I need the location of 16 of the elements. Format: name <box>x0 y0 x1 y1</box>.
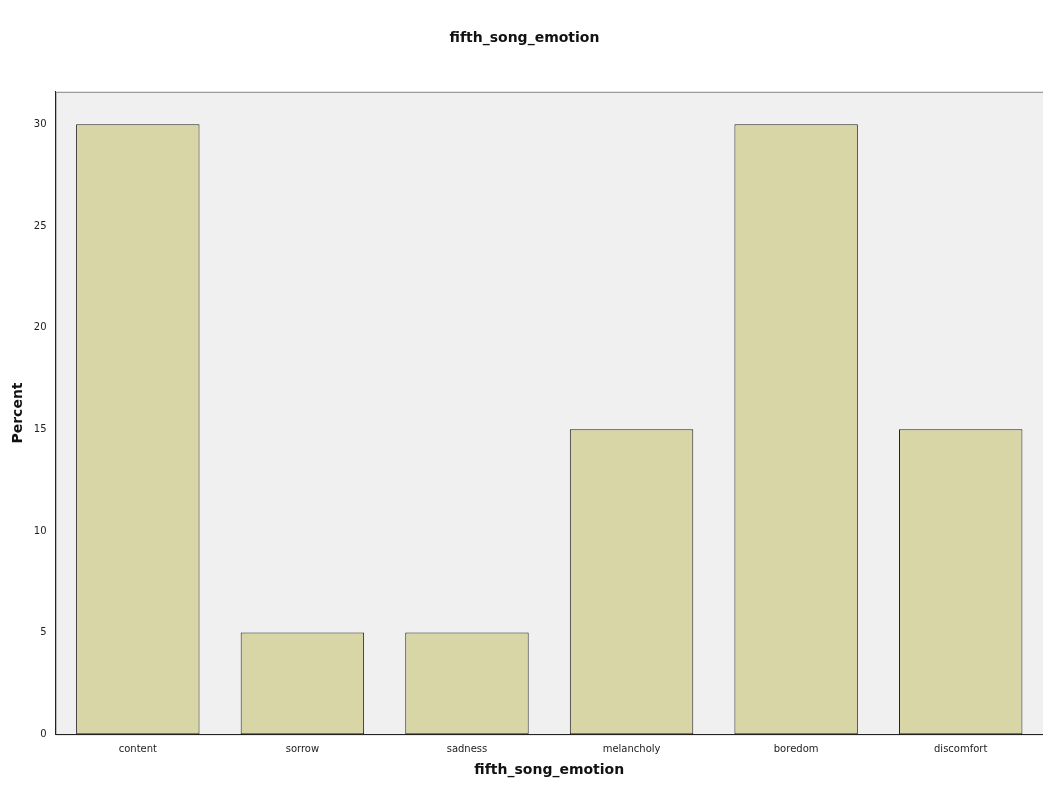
y-axis-title: Percent <box>9 382 26 444</box>
x-tick-label: discomfort <box>934 742 988 754</box>
x-tick-label: sorrow <box>285 742 320 754</box>
x-axis-title: fifth_song_emotion <box>474 761 625 779</box>
x-tick-label: melancholy <box>602 742 661 754</box>
y-tick-label: 15 <box>33 422 47 434</box>
y-tick-label: 20 <box>33 321 47 333</box>
chart-title: fifth_song_emotion <box>449 29 600 47</box>
x-tick-label: boredom <box>773 742 819 754</box>
x-tick-label: content <box>118 742 158 754</box>
y-tick-label: 0 <box>40 727 47 739</box>
y-tick-label: 5 <box>40 626 47 638</box>
x-tick-label: sadness <box>446 742 488 754</box>
y-tick-label: 25 <box>33 219 47 231</box>
y-tick-label: 10 <box>33 524 47 536</box>
y-tick-label: 30 <box>33 117 47 129</box>
